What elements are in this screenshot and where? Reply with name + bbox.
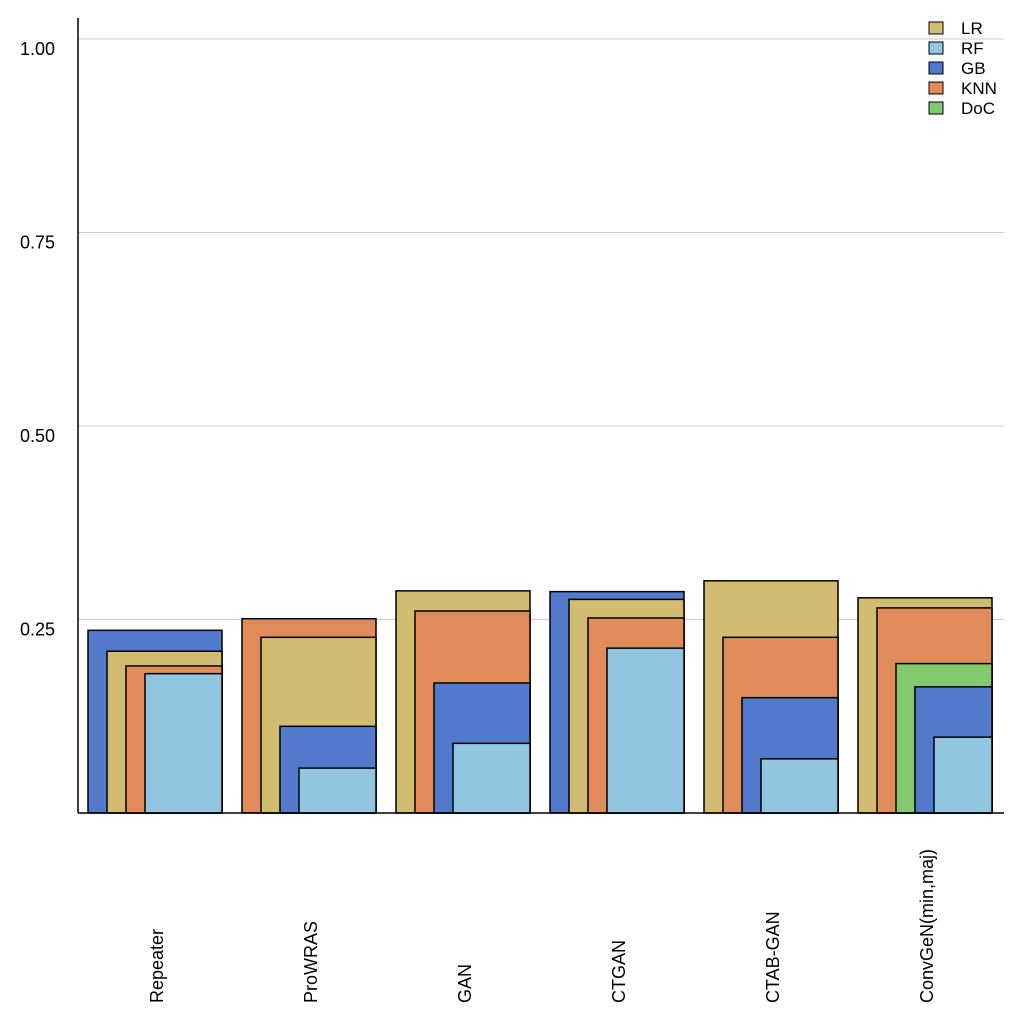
- x-tick-label: CTGAN: [609, 940, 629, 1003]
- legend-swatch-rf: [928, 41, 944, 55]
- legend-label-rf: RF: [961, 39, 984, 58]
- gridlines: [78, 38, 1004, 620]
- bar-group-repeater: [87, 629, 223, 814]
- bar-rf: [144, 672, 223, 814]
- bars: [87, 580, 993, 814]
- x-tick-label: ProWRAS: [301, 921, 321, 1003]
- legend-label-knn: KNN: [961, 79, 997, 98]
- legend-label-gb: GB: [961, 59, 986, 78]
- bar-group-convgen-min-maj-: [857, 597, 993, 814]
- legend-swatch-knn: [928, 81, 944, 95]
- bar-group-prowras: [241, 617, 377, 814]
- bar-rf: [606, 647, 685, 814]
- legend-swatch-gb: [928, 61, 944, 75]
- legend-swatch-lr: [928, 21, 944, 35]
- legend-swatch-doc: [928, 101, 944, 115]
- bar-rf: [452, 742, 531, 814]
- x-axis-labels: Repeater ProWRAS GAN CTGAN CTAB-GAN ConvGeN(m…: [147, 849, 937, 1003]
- y-tick-label: 0.50: [20, 426, 55, 446]
- y-axis-ticks: 0.25 0.50 0.75 1.00: [20, 39, 55, 640]
- x-tick-label: CTAB-GAN: [763, 911, 783, 1003]
- bar-rf: [298, 767, 377, 814]
- x-tick-label: ConvGeN(min,maj): [917, 849, 937, 1003]
- x-tick-label: GAN: [455, 964, 475, 1003]
- bar-rf: [760, 758, 839, 814]
- y-tick-label: 0.25: [20, 620, 55, 640]
- legend-label-lr: LR: [961, 19, 983, 38]
- y-tick-label: 1.00: [20, 39, 55, 59]
- bar-rf: [933, 736, 993, 814]
- bar-group-ctab-gan: [703, 580, 839, 814]
- x-tick-label: Repeater: [147, 929, 167, 1003]
- bar-group-ctgan: [549, 590, 685, 814]
- legend-label-doc: DoC: [961, 99, 995, 118]
- y-tick-label: 0.75: [20, 233, 55, 253]
- bar-group-gan: [395, 590, 531, 814]
